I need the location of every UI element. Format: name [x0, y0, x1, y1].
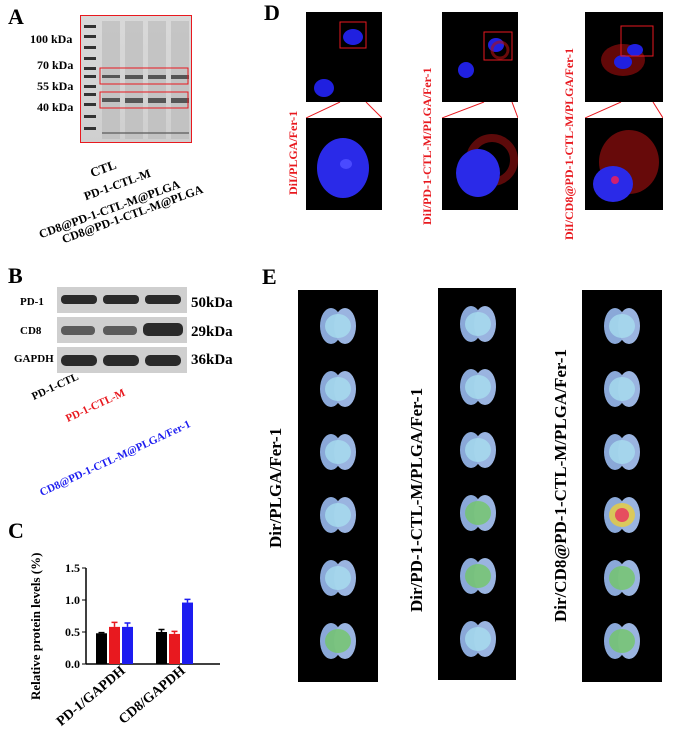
micro-zoom-2 [442, 118, 518, 210]
micro-zoom-1 [306, 118, 382, 210]
bar [156, 632, 167, 664]
panel-e-label: E [262, 264, 277, 289]
panel-a-label: A [8, 4, 24, 29]
size-label-gapdh: 36kDa [191, 352, 233, 368]
bar [109, 626, 120, 664]
y-axis-label: Relative protein levels (%) [28, 552, 43, 700]
ivis-column-1 [298, 290, 378, 682]
lung-image [604, 371, 640, 407]
y-tick-label: 1.0 [65, 593, 80, 607]
size-label-cd8: 29kDa [191, 324, 233, 340]
protein-label-cd8: CD8 [20, 325, 42, 337]
micro-zoom-3 [585, 118, 663, 210]
micro-top-1 [306, 12, 382, 102]
gel-image-a [80, 15, 192, 143]
panel-d-label: D [264, 0, 280, 25]
lung-image [460, 432, 496, 468]
protein-label-pd1: PD-1 [20, 296, 44, 308]
x-tick-label: CD8/GAPDH [116, 664, 188, 728]
y-tick-label: 0.0 [65, 657, 80, 671]
bars [96, 598, 193, 664]
size-label-pd1: 50kDa [191, 295, 233, 311]
lane-label-b-2: CD8@PD-1-CTL-M@PLGA/Fer-1 [38, 418, 193, 499]
bar [122, 626, 133, 664]
lung-image [460, 306, 496, 342]
x-tick-label: PD-1/GAPDH [54, 664, 129, 730]
lane-label-b-1: PD-1-CTL-M [64, 386, 128, 425]
lung-image [460, 621, 496, 657]
marker-label-40: 40 kDa [37, 100, 74, 114]
lung-image [320, 623, 356, 659]
group-label-e-0: Dir/PLGA/Fer-1 [266, 427, 285, 548]
ivis-column-2 [438, 288, 516, 680]
lung-image [460, 558, 496, 594]
zoom-connector-2 [442, 102, 518, 118]
lung-image [320, 497, 356, 533]
group-label-d-1: DiI/PD-1-CTL-M/PLGA/Fer-1 [420, 67, 434, 225]
lung-image [460, 495, 496, 531]
ivis-column-3 [582, 290, 662, 682]
bar [182, 602, 193, 664]
marker-label-55: 55 kDa [37, 79, 74, 93]
lung-image [320, 434, 356, 470]
western-blot-b [57, 287, 187, 373]
group-label-d-2: DiI/CD8@PD-1-CTL-M/PLGA/Fer-1 [562, 47, 576, 240]
zoom-connector-1 [306, 102, 382, 118]
lane-label-b-0: PD-1-CTL [30, 370, 81, 403]
error-bar [98, 631, 105, 634]
error-bar [158, 628, 165, 632]
lung-image [320, 560, 356, 596]
zoom-connector-3 [585, 102, 663, 118]
error-bar [124, 622, 131, 627]
bar [96, 633, 107, 664]
error-bar [111, 621, 118, 627]
marker-label-70: 70 kDa [37, 58, 74, 72]
lung-image [604, 623, 640, 659]
y-ticks: 0.0 0.5 1.0 1.5 [65, 561, 86, 671]
group-label-e-2: Dir/CD8@PD-1-CTL-M/PLGA/Fer-1 [551, 349, 570, 622]
lung-image [604, 434, 640, 470]
panel-b-label: B [8, 263, 23, 288]
lung-image [604, 497, 640, 533]
lung-image [604, 308, 640, 344]
y-tick-label: 0.5 [65, 625, 80, 639]
panel-c-label: C [8, 518, 24, 543]
lung-image [320, 308, 356, 344]
error-bar [171, 630, 178, 634]
micro-top-2 [442, 12, 518, 102]
micro-top-3 [585, 12, 663, 102]
lung-image [604, 560, 640, 596]
lung-image [320, 371, 356, 407]
protein-label-gapdh: GAPDH [14, 353, 54, 365]
lung-image [460, 369, 496, 405]
y-tick-label: 1.5 [65, 561, 80, 575]
bar [169, 633, 180, 664]
group-label-e-1: Dir/PD-1-CTL-M/PLGA/Fer-1 [407, 387, 426, 612]
group-label-d-0: DiI/PLGA/Fer-1 [286, 110, 300, 195]
marker-label-100: 100 kDa [30, 32, 73, 46]
error-bar [184, 598, 191, 603]
